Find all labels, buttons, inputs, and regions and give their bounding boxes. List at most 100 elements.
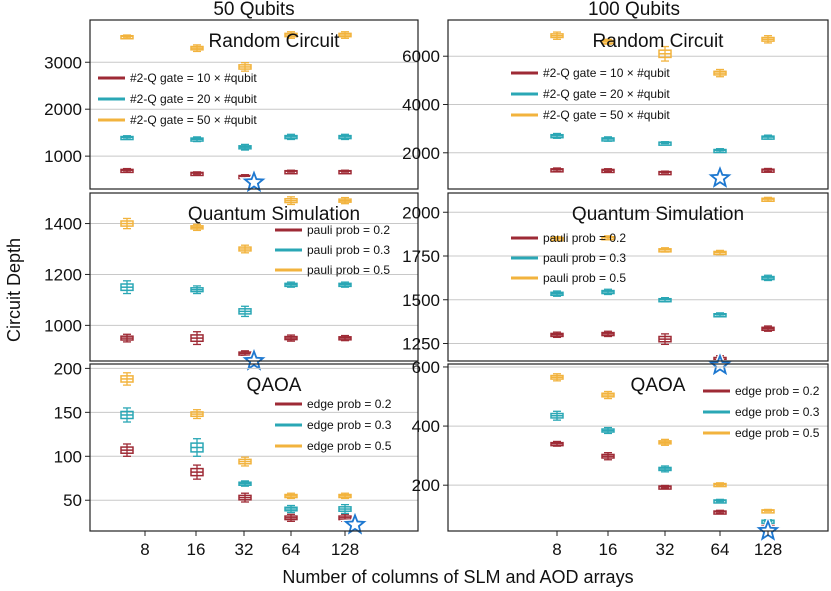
panel-frame bbox=[89, 19, 419, 190]
legend-label: #2-Q gate = 10 × #qubit bbox=[543, 66, 670, 80]
box-mark bbox=[761, 167, 775, 173]
star-marker-inner bbox=[713, 171, 727, 184]
y-tick-label: 1500 bbox=[402, 291, 440, 310]
legend-label: pauli prob = 0.2 bbox=[543, 231, 626, 245]
legend-label: pauli prob = 0.3 bbox=[307, 243, 390, 257]
box-mark bbox=[284, 513, 298, 522]
y-axis-label: Circuit Depth bbox=[4, 238, 24, 342]
panel-title: Quantum Simulation bbox=[572, 204, 744, 225]
y-tick-label: 6000 bbox=[402, 47, 440, 66]
box-mark bbox=[238, 492, 252, 503]
box-mark bbox=[238, 305, 252, 318]
box-mark bbox=[713, 482, 727, 488]
box-mark bbox=[238, 350, 252, 357]
panel-frame bbox=[447, 19, 829, 190]
box-mark bbox=[550, 132, 564, 139]
legend-label: edge prob = 0.2 bbox=[307, 397, 392, 411]
box-mark bbox=[284, 196, 298, 206]
col-title-100-qubits: 100 Qubits bbox=[588, 0, 680, 20]
box-mark bbox=[550, 31, 564, 40]
star-marker-inner bbox=[348, 517, 362, 531]
legend-label: edge prob = 0.2 bbox=[735, 384, 820, 398]
star-marker-inner bbox=[247, 354, 261, 367]
y-tick-label: 1750 bbox=[402, 247, 440, 266]
box-mark bbox=[658, 333, 672, 346]
legend-label: #2-Q gate = 50 × #qubit bbox=[130, 113, 257, 127]
x-tick-label: 8 bbox=[140, 540, 149, 559]
panel-title: QAOA bbox=[631, 375, 686, 396]
box-mark bbox=[120, 167, 134, 174]
box-mark bbox=[284, 281, 298, 288]
legend-label: edge prob = 0.5 bbox=[735, 426, 820, 440]
y-tick-label: 1400 bbox=[44, 215, 82, 234]
box-mark bbox=[601, 235, 615, 241]
box-mark bbox=[761, 274, 775, 282]
panel-frame bbox=[447, 363, 829, 532]
legend-label: pauli prob = 0.5 bbox=[543, 271, 626, 285]
y-tick-label: 1000 bbox=[44, 147, 82, 166]
y-tick-label: 50 bbox=[63, 491, 82, 510]
y-tick-label: 4000 bbox=[402, 96, 440, 115]
box-mark bbox=[713, 498, 727, 504]
box-mark bbox=[238, 244, 252, 254]
box-mark bbox=[658, 141, 672, 146]
y-tick-label: 1000 bbox=[44, 316, 82, 335]
box-mark bbox=[238, 62, 252, 72]
box-mark bbox=[550, 167, 564, 173]
box-mark bbox=[120, 407, 134, 423]
x-tick-label: 8 bbox=[552, 540, 561, 559]
box-mark bbox=[338, 281, 352, 288]
box-mark bbox=[550, 440, 564, 447]
legend-label: #2-Q gate = 20 × #qubit bbox=[130, 92, 257, 106]
panel-3: 2000 4000 6000 Random Circuit #2-Q gate = 10… bbox=[402, 19, 829, 192]
box-mark bbox=[601, 452, 615, 461]
box-mark bbox=[658, 465, 672, 473]
box-mark bbox=[658, 45, 672, 62]
x-tick-label: 64 bbox=[711, 540, 730, 559]
box-mark bbox=[120, 34, 134, 40]
box-mark bbox=[338, 492, 352, 500]
box-mark bbox=[761, 196, 775, 202]
box-mark bbox=[713, 509, 727, 515]
box-mark bbox=[284, 492, 298, 500]
box-mark bbox=[120, 333, 134, 343]
box-mark bbox=[550, 290, 564, 297]
x-tick-label: 32 bbox=[656, 540, 675, 559]
box-mark bbox=[338, 31, 352, 39]
box-mark bbox=[120, 135, 134, 141]
legend-label: edge prob = 0.5 bbox=[307, 439, 392, 453]
y-tick-label: 200 bbox=[412, 476, 440, 495]
col-title-50-qubits: 50 Qubits bbox=[213, 0, 294, 20]
y-tick-label: 1250 bbox=[402, 335, 440, 354]
y-tick-label: 600 bbox=[412, 358, 440, 377]
legend-label: pauli prob = 0.2 bbox=[307, 223, 390, 237]
y-tick-label: 400 bbox=[412, 417, 440, 436]
box-mark bbox=[601, 38, 615, 45]
legend-label: edge prob = 0.3 bbox=[735, 405, 820, 419]
x-tick-label: 32 bbox=[235, 540, 254, 559]
box-mark bbox=[190, 409, 204, 420]
panel-frame bbox=[89, 192, 419, 362]
box-mark bbox=[761, 325, 775, 332]
box-mark bbox=[601, 330, 615, 338]
box-mark bbox=[238, 143, 252, 151]
box-mark bbox=[658, 296, 672, 303]
box-mark bbox=[761, 508, 775, 514]
legend-label: pauli prob = 0.3 bbox=[543, 251, 626, 265]
panel-4: 1250 1500 1750 2000 Quantum Simulation pauli … bbox=[402, 192, 829, 379]
star-marker-inner bbox=[713, 358, 727, 372]
box-mark bbox=[550, 373, 564, 382]
box-mark bbox=[601, 288, 615, 296]
box-mark bbox=[190, 285, 204, 295]
box-mark bbox=[120, 372, 134, 386]
box-mark bbox=[190, 171, 204, 177]
x-tick-label: 128 bbox=[331, 540, 359, 559]
panel-title: Random Circuit bbox=[209, 31, 341, 52]
panel-2: 50 100 150 200 QAOA edge prob = 0.2 edge prob … bbox=[54, 359, 419, 559]
box-mark bbox=[338, 169, 352, 175]
y-tick-label: 2000 bbox=[402, 203, 440, 222]
box-mark bbox=[190, 438, 204, 457]
box-mark bbox=[658, 484, 672, 490]
box-mark bbox=[284, 334, 298, 342]
